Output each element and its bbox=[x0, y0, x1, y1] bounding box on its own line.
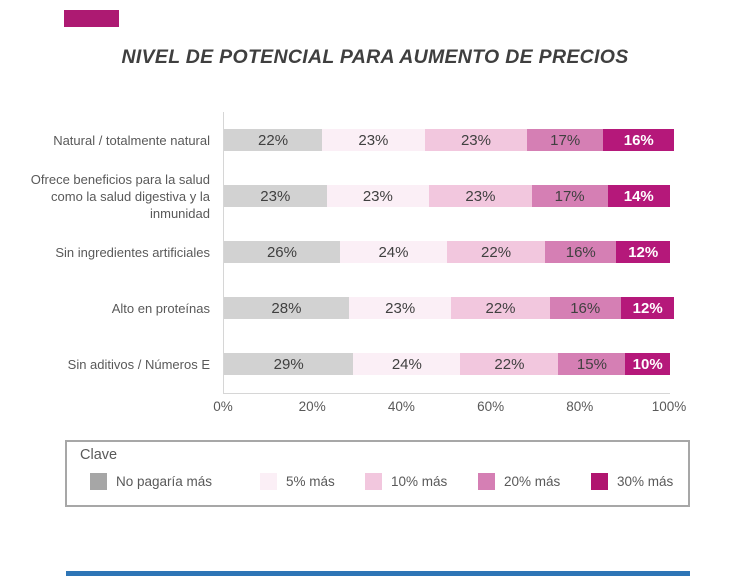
bar-segment-5-m-s: 24% bbox=[339, 241, 447, 263]
bar-segment-20-m-s: 17% bbox=[531, 185, 608, 207]
category-label: Ofrece beneficios para la salud como la … bbox=[30, 171, 210, 221]
legend-swatch-icon bbox=[90, 473, 107, 490]
x-tick-label: 20% bbox=[298, 399, 326, 414]
category-label: Sin aditivos / Números E bbox=[67, 356, 210, 372]
legend-label: 10% más bbox=[391, 474, 448, 489]
legend-swatch-icon bbox=[260, 473, 277, 490]
chart-row: Alto en proteínas 28% 23% 22% 16% 12% bbox=[0, 280, 750, 336]
bar-segment-30-m-s: 12% bbox=[616, 241, 670, 263]
bar-segment-20-m-s: 15% bbox=[558, 353, 626, 375]
stacked-bar: 22% 23% 23% 17% 16% bbox=[224, 129, 675, 151]
legend-title: Clave bbox=[80, 447, 118, 463]
legend-item: 20% más bbox=[478, 473, 560, 490]
legend-label: No pagaría más bbox=[116, 474, 213, 489]
legend-box: Clave No pagaría más 5% más 10% más 20% más… bbox=[65, 440, 690, 507]
chart-row: Sin aditivos / Números E 29% 24% 22% 15% 10% bbox=[0, 336, 750, 392]
bar-segment-30-m-s: 12% bbox=[620, 297, 675, 319]
bar-segment-20-m-s: 16% bbox=[549, 297, 621, 319]
bar-segment-10-m-s: 22% bbox=[446, 241, 546, 263]
x-tick-label: 80% bbox=[566, 399, 594, 414]
bar-segment-30-m-s: 10% bbox=[625, 353, 670, 375]
category-label: Sin ingredientes artificiales bbox=[55, 244, 210, 260]
accent-bar bbox=[64, 10, 119, 27]
x-tick-label: 100% bbox=[651, 399, 687, 414]
bottom-rule bbox=[66, 571, 690, 576]
legend-swatch-icon bbox=[365, 473, 382, 490]
chart-row: Sin ingredientes artificiales 26% 24% 22% 16… bbox=[0, 224, 750, 280]
stacked-bar-rows: Natural / totalmente natural 22% 23% 23% 17%… bbox=[0, 112, 750, 392]
bar-segment-5-m-s: 23% bbox=[348, 297, 452, 319]
bar-segment-5-m-s: 23% bbox=[326, 185, 430, 207]
bar-segment-no-pagar-a-m-s: 23% bbox=[224, 185, 327, 207]
legend-item: 30% más bbox=[591, 473, 673, 490]
chart-row: Ofrece beneficios para la salud como la … bbox=[0, 168, 750, 224]
legend-label: 20% más bbox=[504, 474, 561, 489]
x-tick-label: 0% bbox=[213, 399, 233, 414]
bar-segment-10-m-s: 23% bbox=[429, 185, 532, 207]
bar-segment-20-m-s: 17% bbox=[527, 129, 604, 151]
x-tick-label: 40% bbox=[387, 399, 415, 414]
bar-segment-no-pagar-a-m-s: 22% bbox=[224, 129, 323, 151]
legend-label: 30% más bbox=[617, 474, 674, 489]
bar-segment-5-m-s: 24% bbox=[353, 353, 461, 375]
legend-item: 5% más bbox=[260, 473, 335, 490]
legend-item: 10% más bbox=[365, 473, 447, 490]
chart-title: NIVEL DE POTENCIAL PARA AUMENTO DE PRECI… bbox=[121, 46, 629, 68]
bar-segment-no-pagar-a-m-s: 29% bbox=[224, 353, 354, 375]
bar-segment-5-m-s: 23% bbox=[322, 129, 425, 151]
bar-segment-no-pagar-a-m-s: 26% bbox=[224, 241, 340, 263]
legend-label: 5% más bbox=[286, 474, 335, 489]
stacked-bar: 28% 23% 22% 16% 12% bbox=[224, 297, 675, 319]
bar-segment-30-m-s: 14% bbox=[607, 185, 670, 207]
x-tick-label: 60% bbox=[477, 399, 505, 414]
bar-segment-10-m-s: 22% bbox=[460, 353, 559, 375]
stacked-bar: 29% 24% 22% 15% 10% bbox=[224, 353, 670, 375]
legend-swatch-icon bbox=[591, 473, 608, 490]
bar-segment-no-pagar-a-m-s: 28% bbox=[224, 297, 349, 319]
x-axis-line bbox=[223, 393, 670, 394]
bar-segment-20-m-s: 16% bbox=[545, 241, 617, 263]
category-label: Natural / totalmente natural bbox=[53, 132, 210, 148]
legend-swatch-icon bbox=[478, 473, 495, 490]
legend-item: No pagaría más bbox=[90, 473, 212, 490]
chart-row: Natural / totalmente natural 22% 23% 23% 17%… bbox=[0, 112, 750, 168]
stacked-bar: 23% 23% 23% 17% 14% bbox=[224, 185, 670, 207]
y-axis-line bbox=[223, 112, 224, 393]
stacked-bar: 26% 24% 22% 16% 12% bbox=[224, 241, 670, 263]
bar-segment-30-m-s: 16% bbox=[603, 129, 675, 151]
x-axis-ticks: 0% 20% 40% 60% 80% 100% bbox=[0, 399, 750, 417]
category-label: Alto en proteínas bbox=[111, 300, 210, 316]
bar-segment-10-m-s: 23% bbox=[424, 129, 528, 151]
bar-segment-10-m-s: 22% bbox=[451, 297, 550, 319]
